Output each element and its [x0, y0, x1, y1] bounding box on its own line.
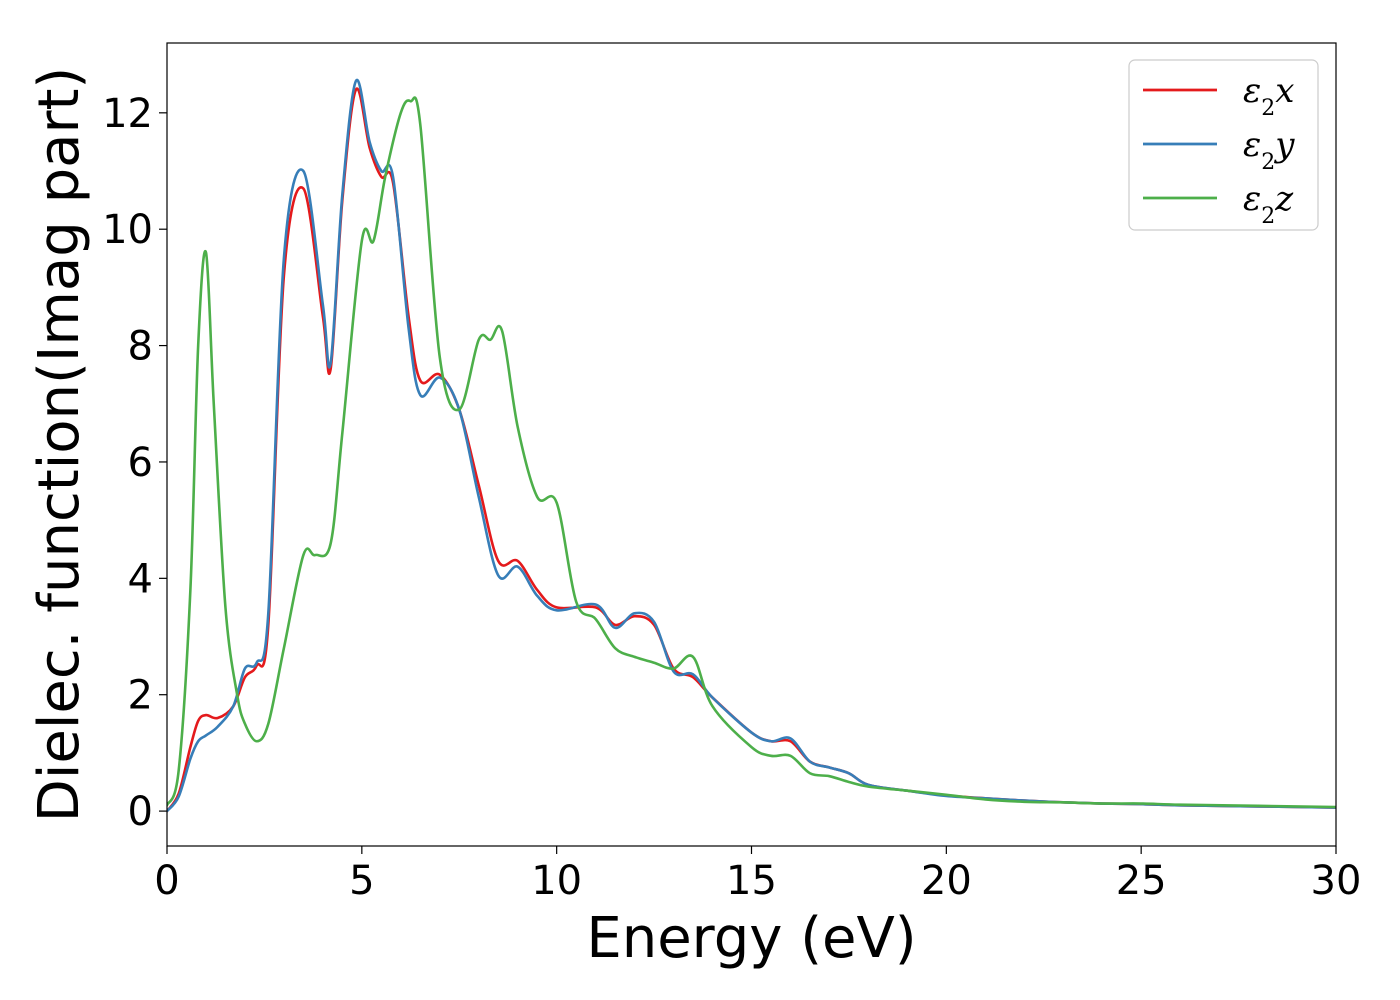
x-tick-label: 20 [921, 858, 972, 904]
y-tick-label: 6 [128, 440, 153, 486]
legend-box [1128, 59, 1319, 231]
series-line-e2z [167, 96, 1336, 809]
legend-entry-label: ε2x [1243, 71, 1294, 121]
y-tick-label: 12 [102, 91, 153, 137]
y-tick-label: 10 [102, 207, 153, 253]
x-tick-label: 15 [726, 858, 777, 904]
legend-entry-label: ε2z [1243, 179, 1294, 229]
x-tick-label: 30 [1311, 858, 1362, 904]
y-tick-label: 8 [128, 324, 153, 370]
x-tick-label: 0 [154, 858, 179, 904]
y-tick-label: 4 [128, 556, 153, 602]
x-tick-label: 10 [531, 858, 582, 904]
x-axis-label: Energy (eV) [586, 906, 916, 971]
x-axis-ticks: 0 5 10 15 20 25 30 [154, 846, 1361, 904]
y-tick-label: 2 [128, 673, 153, 719]
legend-entry-label: ε2y [1243, 125, 1295, 175]
x-tick-label: 5 [349, 858, 374, 904]
series-layer [167, 78, 1336, 813]
y-tick-label: 0 [128, 789, 153, 835]
y-axis-label: Dielec. function(Imag part) [27, 67, 92, 823]
x-tick-label: 25 [1116, 858, 1167, 904]
y-axis-ticks: 0 2 4 6 8 10 12 [102, 91, 167, 835]
